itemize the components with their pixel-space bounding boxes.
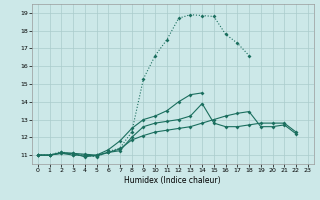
X-axis label: Humidex (Indice chaleur): Humidex (Indice chaleur)	[124, 176, 221, 185]
